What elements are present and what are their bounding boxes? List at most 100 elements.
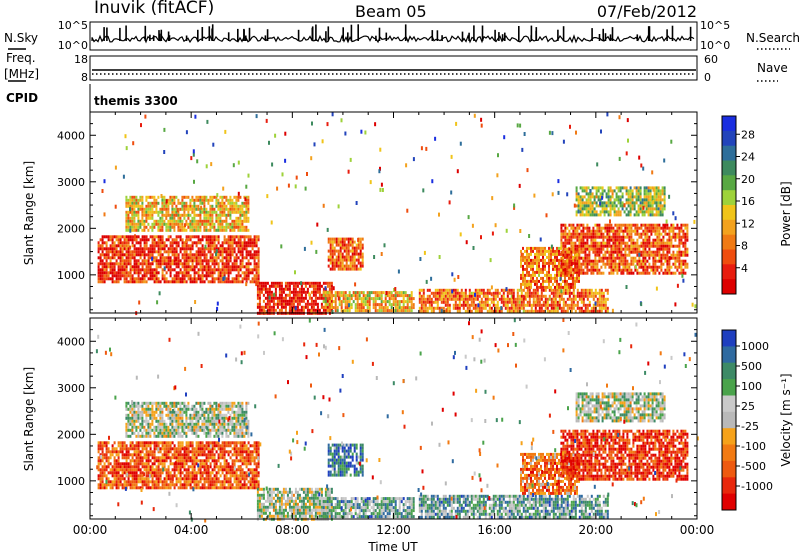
power-cell xyxy=(197,256,200,260)
power-cell xyxy=(550,258,552,262)
power-cell xyxy=(314,281,317,285)
power-cell xyxy=(562,268,565,272)
power-cell xyxy=(599,195,602,199)
power-cell xyxy=(111,280,114,284)
power-cell xyxy=(656,226,659,230)
power-cell xyxy=(239,207,242,211)
power-cell xyxy=(680,250,683,254)
power-cell xyxy=(187,225,190,229)
power-cell xyxy=(605,207,608,211)
power-cell xyxy=(564,226,567,230)
power-cell xyxy=(610,226,613,230)
power-cell xyxy=(330,299,333,303)
power-cell xyxy=(451,272,454,277)
power-cell xyxy=(680,265,683,269)
power-cell xyxy=(268,302,271,306)
power-cell xyxy=(554,273,556,277)
power-cell xyxy=(129,271,132,275)
power-cell xyxy=(534,252,536,256)
power-cell xyxy=(151,262,154,266)
power-cell xyxy=(229,228,232,232)
power-cell xyxy=(611,195,614,199)
power-cell xyxy=(502,294,505,298)
power-cell xyxy=(123,235,126,239)
power-cell xyxy=(612,235,615,239)
power-cell xyxy=(652,259,655,263)
power-cell xyxy=(199,225,202,229)
power-cell xyxy=(668,232,671,236)
power-cell xyxy=(179,207,182,211)
power-cell xyxy=(578,262,581,266)
power-cell xyxy=(576,291,579,295)
power-cell xyxy=(605,201,608,205)
power-cell xyxy=(157,201,160,205)
power-cell xyxy=(560,259,563,263)
power-cell xyxy=(292,305,295,309)
power-cell xyxy=(524,291,527,295)
power-cell xyxy=(478,291,481,295)
power-cell xyxy=(626,229,629,233)
power-cell xyxy=(141,201,144,205)
power-cell xyxy=(582,226,585,230)
power-cell xyxy=(133,213,136,217)
power-cell xyxy=(311,121,313,126)
power-cell xyxy=(221,204,224,208)
power-cell xyxy=(219,228,222,232)
power-cell xyxy=(117,253,120,257)
power-cell xyxy=(648,235,651,239)
power-cell xyxy=(390,306,393,310)
power-cell xyxy=(590,247,593,251)
power-cell xyxy=(147,271,150,275)
power-cell xyxy=(229,222,232,226)
power-cell xyxy=(189,198,192,202)
power-cell xyxy=(249,244,252,248)
power-cell xyxy=(330,281,333,285)
power-cell xyxy=(316,284,319,288)
power-cell xyxy=(253,256,256,260)
power-cell xyxy=(624,241,627,245)
power-cell xyxy=(239,280,242,284)
power-cell xyxy=(167,225,170,229)
power-cell xyxy=(574,256,577,260)
power-cell xyxy=(540,249,542,253)
power-cell xyxy=(655,210,658,214)
power-cell xyxy=(656,232,659,236)
power-cell xyxy=(586,265,589,269)
power-cell xyxy=(657,189,660,193)
power-cell xyxy=(662,262,665,266)
power-cell xyxy=(343,237,346,241)
power-cell xyxy=(520,273,522,277)
power-cell xyxy=(347,246,350,250)
power-cell xyxy=(233,262,236,266)
power-cell xyxy=(330,306,333,310)
power-cell xyxy=(331,112,334,117)
power-cell xyxy=(562,247,565,251)
power-cell xyxy=(235,198,238,202)
power-cell xyxy=(153,277,156,281)
power-cell xyxy=(624,265,627,269)
power-cell xyxy=(161,268,164,272)
power-cell xyxy=(656,241,659,245)
power-cell xyxy=(237,207,240,211)
power-cell xyxy=(151,210,154,214)
power-cell xyxy=(623,186,626,190)
power-cell xyxy=(237,235,240,239)
power-cell xyxy=(574,258,576,262)
power-cell xyxy=(482,288,485,292)
power-cell xyxy=(508,297,511,301)
power-cell xyxy=(581,201,584,205)
power-cell xyxy=(308,292,311,297)
power-cell xyxy=(554,309,557,313)
power-cell xyxy=(596,309,599,313)
power-cell xyxy=(143,228,146,232)
power-cell xyxy=(211,244,214,248)
power-cell xyxy=(201,253,204,257)
power-cell xyxy=(211,262,214,266)
power-cell xyxy=(215,256,218,260)
power-cell xyxy=(606,226,609,230)
power-cell xyxy=(133,259,136,263)
power-cell xyxy=(615,204,618,208)
power-cell xyxy=(678,265,681,269)
power-cell xyxy=(241,201,244,205)
power-cell xyxy=(584,226,587,230)
